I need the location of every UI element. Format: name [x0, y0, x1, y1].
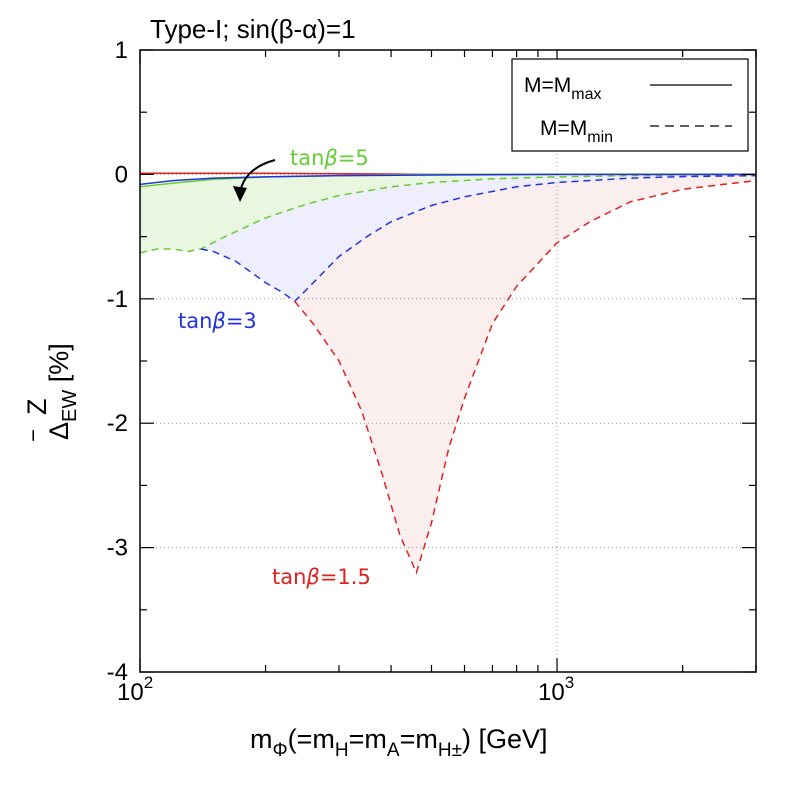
- y-tick-label-2: -1: [107, 286, 128, 313]
- legend-box: [511, 58, 749, 152]
- shaded-regions: [140, 173, 756, 568]
- legend-label-max: M=Mmax: [524, 74, 601, 103]
- shade-tanb15: [294, 173, 756, 568]
- annotation-tanb3: tanβ=3: [178, 309, 257, 333]
- series-lines: [140, 172, 756, 575]
- annotation-tanb15: tanβ=1.5: [272, 565, 371, 589]
- x-tick-label-100: 102: [117, 673, 153, 706]
- annotation-tanb5: tanβ=5: [290, 146, 369, 170]
- chart-title: Type-I; sin(β-α)=1: [150, 14, 356, 44]
- y-tick-label-3: -2: [107, 410, 128, 437]
- shade-tanb3: [200, 174, 756, 301]
- series-line-4: [200, 174, 756, 303]
- series-line-1: [140, 173, 756, 186]
- annotation-arrow: [233, 159, 276, 202]
- x-tick-label-1000: 103: [538, 673, 574, 706]
- legend-label-min: M=Mmin: [540, 117, 613, 146]
- series-line-3: [140, 173, 756, 254]
- x-tick-labels: 102 103: [117, 673, 574, 706]
- y-tick-labels: 1 0 -1 -2 -3 -4: [107, 37, 128, 686]
- y-tick-label-1: 0: [115, 161, 128, 188]
- shade-tanb5: [140, 174, 756, 253]
- y-tick-label-0: 1: [115, 37, 128, 64]
- legend: M=Mmax M=Mmin: [511, 58, 749, 152]
- y-tick-label-4: -3: [107, 535, 128, 562]
- x-axis-label: mΦ(=mH=mA=mH±) [GeV]: [250, 724, 548, 761]
- y-tick-label-5: -4: [107, 659, 128, 686]
- svg-text:‾: ‾: [30, 430, 60, 441]
- svg-text:Z: Z: [22, 399, 52, 416]
- y-axis-label: ΔEW [%] Z ‾: [22, 343, 81, 441]
- series-line-5: [294, 179, 756, 575]
- svg-text:ΔEW [%]: ΔEW [%]: [44, 343, 81, 440]
